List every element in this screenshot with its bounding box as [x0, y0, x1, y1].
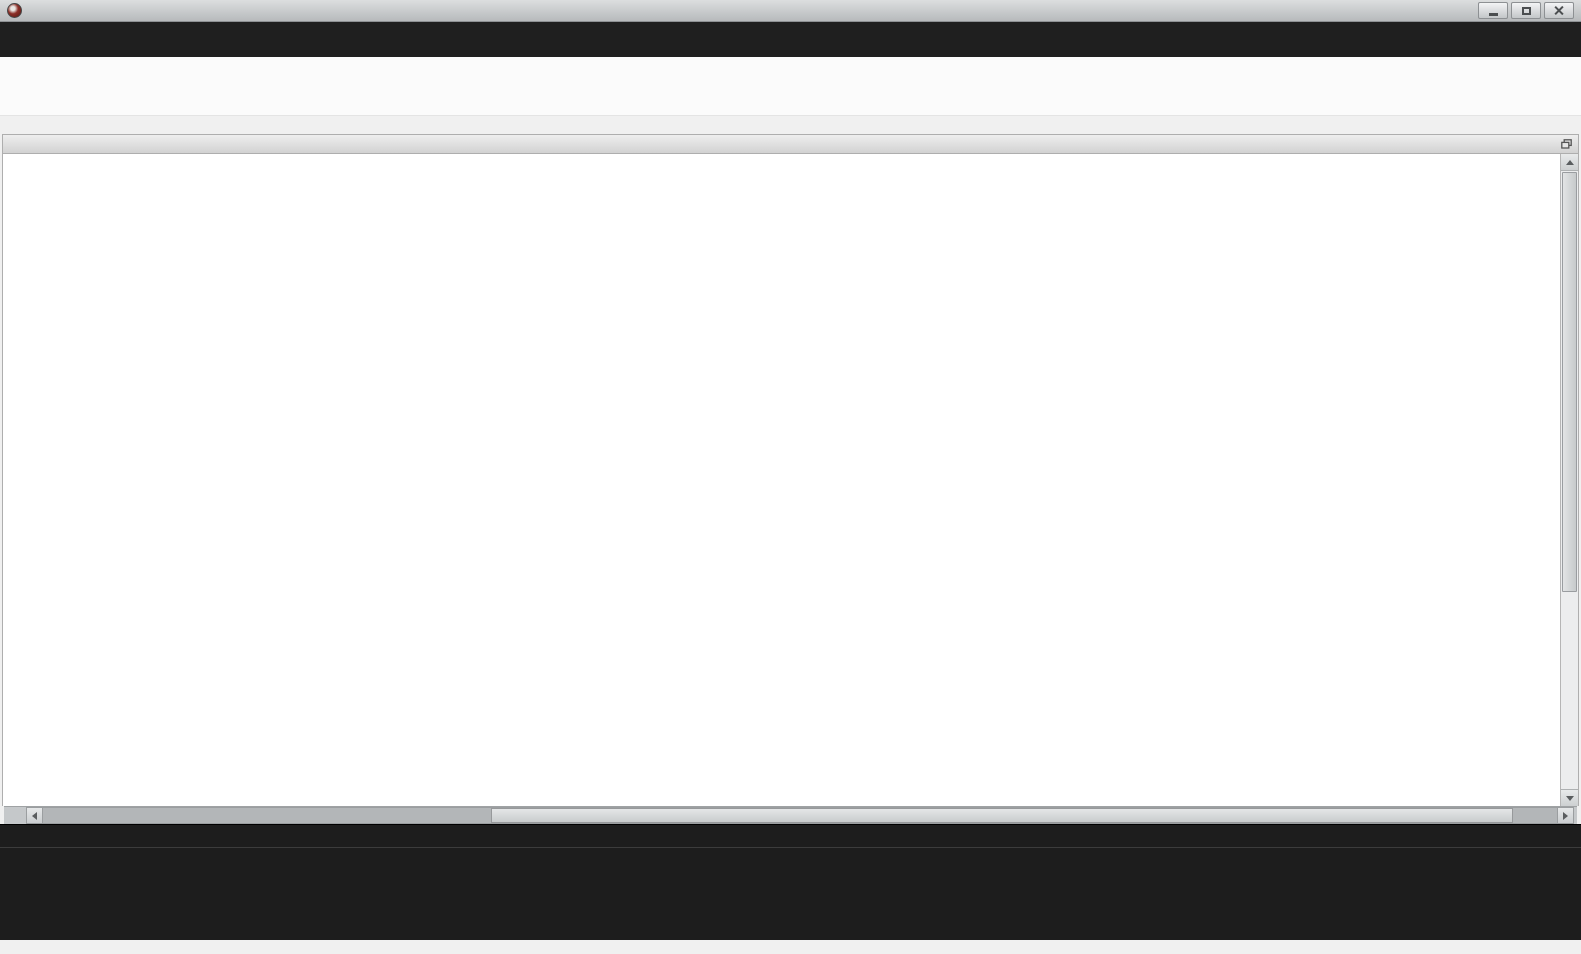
- panel-header: [2, 134, 1579, 153]
- window-controls: [1478, 2, 1577, 19]
- scroll-left-button[interactable]: [27, 808, 43, 823]
- page-title: [0, 116, 1581, 134]
- grid-area: [2, 153, 1579, 806]
- scroll-down-button[interactable]: [1561, 789, 1578, 806]
- record-navigator: [4, 806, 1577, 824]
- left-arrow-icon: [32, 811, 37, 820]
- close-icon: [1554, 5, 1565, 16]
- close-button[interactable]: [1544, 2, 1574, 19]
- footer-divider: [0, 847, 1581, 848]
- right-arrow-icon: [1563, 811, 1568, 820]
- horizontal-scrollbar[interactable]: [26, 807, 1574, 824]
- vertical-scrollbar-thumb[interactable]: [1562, 172, 1577, 592]
- footer: [0, 824, 1581, 940]
- maximize-icon: [1521, 6, 1531, 15]
- down-arrow-icon: [1565, 795, 1574, 801]
- scroll-right-button[interactable]: [1557, 808, 1573, 823]
- scroll-up-button[interactable]: [1561, 154, 1578, 171]
- events-panel: [2, 134, 1579, 824]
- up-arrow-icon: [1565, 159, 1574, 165]
- window-titlebar: [0, 0, 1581, 22]
- module-tabs: [0, 57, 1581, 116]
- app-icon: [7, 3, 22, 18]
- top-header: [0, 22, 1581, 57]
- horizontal-scrollbar-thumb[interactable]: [490, 808, 1514, 823]
- grid-scroll: [3, 154, 1560, 806]
- maximize-button[interactable]: [1511, 2, 1541, 19]
- minimize-icon: [1488, 12, 1498, 16]
- restore-panel-icon[interactable]: [1561, 139, 1572, 149]
- minimize-button[interactable]: [1478, 2, 1508, 19]
- vertical-scrollbar[interactable]: [1560, 154, 1578, 806]
